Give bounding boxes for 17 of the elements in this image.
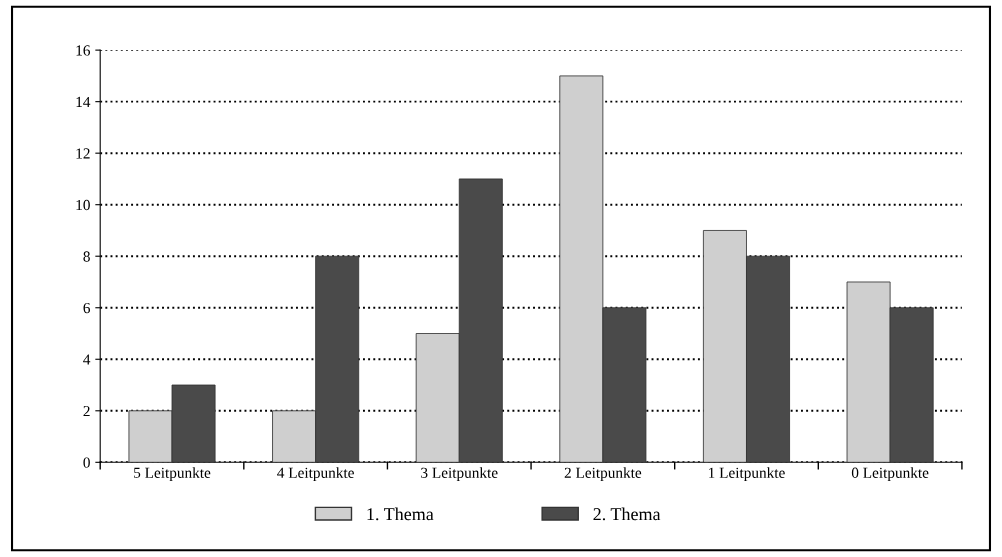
- y-tick-label: 2: [83, 405, 90, 417]
- x-tick-label: 0 Leitpunkte: [851, 467, 929, 482]
- legend-label: 2. Thema: [593, 507, 661, 521]
- x-tick-label: 1 Leitpunkte: [709, 467, 785, 482]
- y-tick-label: 4: [83, 354, 91, 365]
- x-tick-label: 5 Leitpunkte: [134, 467, 211, 482]
- x-tick-label: 3 Leitpunkte: [421, 467, 498, 482]
- y-tick-label: 8: [83, 251, 90, 262]
- y-tick-label: 6: [83, 302, 91, 314]
- x-tick-label: 4 Leitpunkte: [277, 467, 354, 482]
- legend-label: 1. Thema: [367, 507, 434, 521]
- x-tick-label: 2 Leitpunkte: [564, 467, 642, 482]
- y-tick-label: 16: [76, 45, 91, 56]
- y-tick-label: 12: [76, 148, 90, 159]
- y-tick-label: 10: [76, 199, 90, 211]
- y-tick-label: 14: [76, 96, 91, 107]
- y-tick-label: 0: [83, 457, 90, 468]
